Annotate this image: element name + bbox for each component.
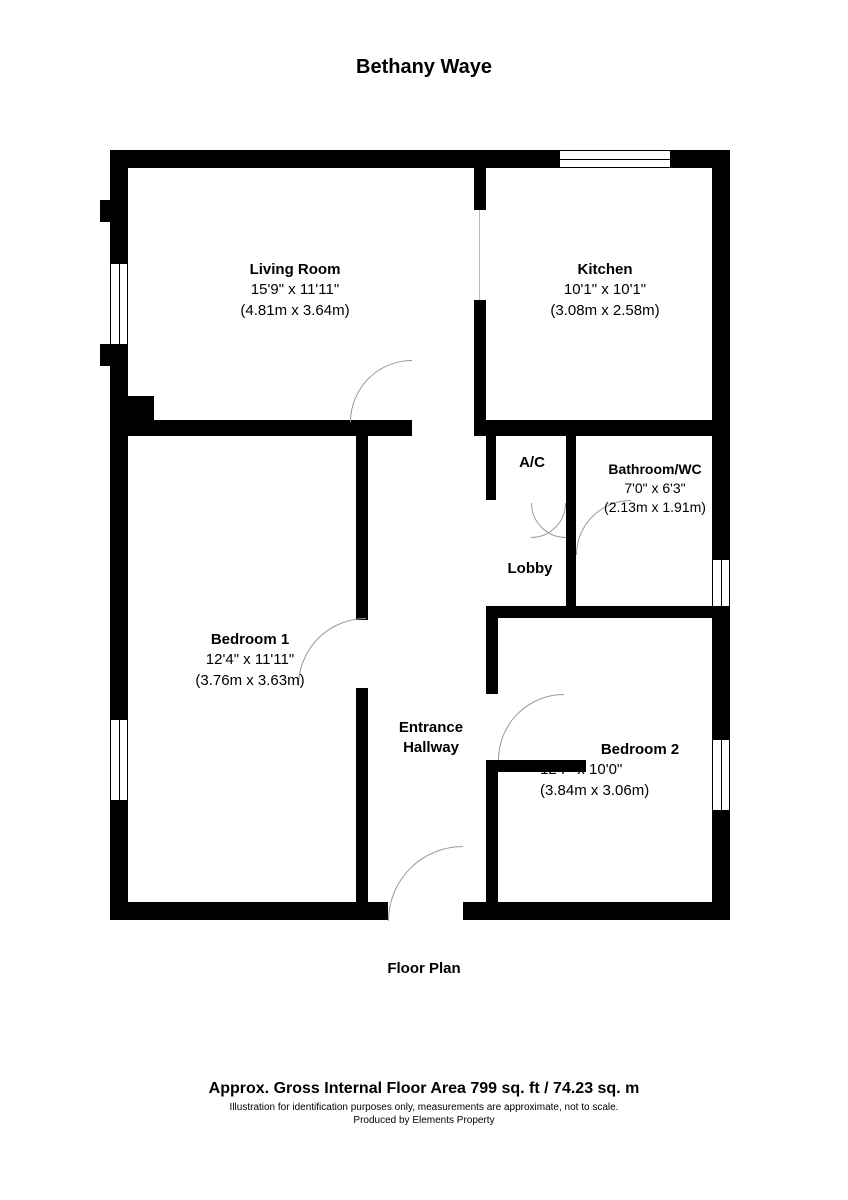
label-kitchen-dim-met: (3.08m x 2.58m): [510, 301, 700, 321]
wall-notch-lower-left: [100, 344, 128, 366]
wall-bed2-left-upper: [486, 618, 498, 694]
door-living-kitchen-line: [479, 210, 480, 300]
label-bed1-dim-met: (3.76m x 3.63m): [150, 671, 350, 691]
wall-ac-bath: [566, 436, 576, 616]
window-bath-right: [712, 560, 730, 610]
label-living-dim-met: (4.81m x 3.64m): [170, 301, 420, 321]
label-living-room: Living Room 15'9" x 11'11" (4.81m x 3.64…: [170, 260, 420, 321]
label-bedroom-2: Bedroom 2 12'7" x 10'0" (3.84m x 3.06m): [540, 740, 740, 801]
footer-producer: Produced by Elements Property: [0, 1115, 848, 1126]
wall-living-kitchen-top: [474, 150, 486, 210]
label-bed1-name: Bedroom 1: [150, 630, 350, 650]
label-living-name: Living Room: [170, 260, 420, 280]
window-living-left: [110, 264, 128, 344]
label-entrance-l1: Entrance: [376, 718, 486, 738]
window-kitchen-top: [560, 150, 670, 168]
wall-bed1-hall-upper: [356, 420, 368, 620]
page: Bethany Waye: [0, 0, 848, 1200]
label-bed2-dim-imp: 12'7" x 10'0": [540, 760, 740, 780]
label-lobby: Lobby: [490, 560, 570, 577]
window-bed1-left: [110, 720, 128, 800]
wall-mid-h-right: [474, 420, 730, 436]
wall-notch-upper-left: [100, 200, 128, 222]
label-kitchen-dim-imp: 10'1" x 10'1": [510, 280, 700, 300]
label-bed1-dim-imp: 12'4" x 11'11": [150, 650, 350, 670]
plan-caption: Floor Plan: [0, 960, 848, 977]
label-entrance-hall: Entrance Hallway: [376, 718, 486, 757]
wall-lobby-bottom: [486, 606, 730, 618]
label-living-dim-imp: 15'9" x 11'11": [170, 280, 420, 300]
wall-bed2-left-lower: [486, 760, 498, 920]
wall-living-step: [128, 396, 154, 436]
label-bathroom: Bathroom/WC 7'0" x 6'3" (2.13m x 1.91m): [580, 460, 730, 517]
label-bed2-dim-met: (3.84m x 3.06m): [540, 781, 740, 801]
label-entrance-l2: Hallway: [376, 738, 486, 758]
label-bedroom-1: Bedroom 1 12'4" x 11'11" (3.76m x 3.63m): [150, 630, 350, 691]
page-title: Bethany Waye: [0, 56, 848, 79]
footer-area: Approx. Gross Internal Floor Area 799 sq…: [0, 1080, 848, 1098]
label-ac: A/C: [502, 454, 562, 471]
footer-disclaimer: Illustration for identification purposes…: [0, 1102, 848, 1113]
label-kitchen-name: Kitchen: [510, 260, 700, 280]
wall-ac-left: [486, 436, 496, 500]
label-kitchen: Kitchen 10'1" x 10'1" (3.08m x 2.58m): [510, 260, 700, 321]
label-bath-dim-imp: 7'0" x 6'3": [580, 479, 730, 498]
label-bath-dim-met: (2.13m x 1.91m): [580, 498, 730, 517]
wall-bed1-hall-lower: [356, 688, 368, 920]
label-bath-name: Bathroom/WC: [580, 460, 730, 479]
wall-living-kitchen-bottom: [474, 300, 486, 436]
footer: Approx. Gross Internal Floor Area 799 sq…: [0, 1080, 848, 1126]
